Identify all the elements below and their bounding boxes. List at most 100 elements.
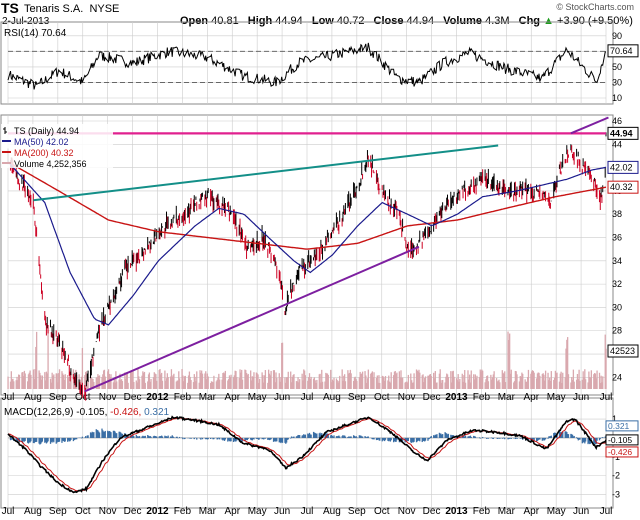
macd-histogram-bar (165, 436, 167, 438)
volume-bar (143, 371, 146, 389)
volume-bar (93, 381, 95, 389)
volume-bar (337, 382, 339, 389)
macd-histogram-bar (331, 435, 334, 438)
volume-bar (130, 370, 133, 389)
macd-histogram-bar (89, 432, 92, 438)
macd-histogram-bar (97, 430, 99, 438)
macd-histogram-bar (486, 437, 488, 439)
volume-bar (141, 375, 143, 389)
volume-bar (581, 379, 584, 389)
quote-value: 4.3M (485, 15, 513, 27)
volume-bar (96, 376, 98, 389)
volume-bar (70, 373, 72, 389)
volume-bar (446, 373, 448, 389)
macd-histogram-bar (470, 436, 472, 438)
volume-bar (407, 374, 410, 389)
volume-bar (504, 382, 507, 389)
volume-bar (440, 380, 442, 389)
macd-histogram-bar (587, 437, 589, 445)
macd-histogram-bar (18, 437, 21, 442)
x-tick-label: Sep (49, 506, 67, 517)
rsi-value-tag (607, 44, 639, 58)
x-tick-label: Aug (323, 506, 341, 517)
y-tick-label: 44 (612, 139, 622, 149)
volume-bar (169, 376, 172, 389)
macd-histogram-bar (92, 432, 94, 438)
volume-bar (518, 381, 521, 389)
volume-bar (107, 369, 110, 389)
macd-histogram-bar (301, 435, 303, 438)
quote-label: Chg (518, 15, 544, 27)
macd-histogram-bar (227, 437, 229, 442)
volume-bar (384, 380, 386, 389)
macd-histogram-bar (410, 437, 412, 443)
volume-bar (95, 377, 97, 389)
volume-bar (296, 381, 298, 389)
macd-histogram-bar (598, 437, 601, 441)
volume-bar (525, 381, 527, 389)
macd-histogram-bar (338, 435, 340, 438)
volume-bar (81, 348, 84, 389)
macd-histogram-bar (233, 437, 235, 441)
volume-bar (467, 370, 469, 389)
volume-bar (308, 373, 311, 389)
volume-bar (136, 382, 138, 389)
volume-bar (126, 372, 128, 389)
macd-histogram-bar (161, 436, 164, 438)
macd-histogram-bar (352, 435, 355, 438)
volume-bar (16, 376, 18, 389)
volume-bar (556, 372, 558, 389)
volume-bar (89, 374, 92, 389)
volume-bar (457, 374, 459, 389)
volume-bar (464, 382, 467, 389)
volume-bar (593, 373, 596, 389)
volume-bar (115, 371, 117, 389)
macd-histogram-bar (135, 434, 137, 438)
macd-histogram-bar (45, 437, 48, 444)
macd-histogram-bar (169, 436, 172, 438)
macd-histogram-bar (263, 437, 265, 440)
volume-bar (210, 382, 212, 389)
y-tick-label: 32 (612, 279, 622, 289)
macd-histogram-bar (284, 437, 286, 443)
volume-bar (152, 377, 155, 389)
volume-bar (98, 375, 101, 389)
volume-bar (210, 381, 213, 389)
volume-bar (495, 378, 498, 389)
volume-bar (109, 377, 111, 389)
volume-bar (571, 380, 574, 389)
volume-bar (86, 381, 88, 389)
change-arrow-icon: ▲ (543, 15, 554, 27)
x-tick-label: 2012 (146, 506, 169, 517)
macd-histogram-bar (596, 437, 598, 441)
macd-histogram-bar (11, 437, 13, 440)
volume-bar (516, 374, 518, 389)
volume-bar (587, 382, 589, 389)
volume-bar (400, 370, 402, 389)
macd-histogram-bar (514, 437, 517, 440)
macd-histogram-bar (143, 436, 145, 438)
macd-histogram-bar (132, 435, 134, 438)
volume-bar (436, 382, 438, 389)
volume-bar (10, 371, 12, 389)
macd-histogram-bar (538, 437, 540, 440)
macd-histogram-bar (332, 436, 334, 438)
quote-value: +3.90 (+9.50%) (557, 15, 633, 27)
volume-bar (435, 382, 437, 389)
x-tick-label: May (547, 506, 566, 517)
macd-histogram-bar (190, 437, 192, 439)
volume-bar (244, 369, 246, 389)
macd-histogram-bar (287, 437, 289, 440)
macd-histogram-bar (23, 437, 26, 442)
volume-bar (262, 375, 264, 389)
volume-bar (201, 373, 204, 389)
volume-bar (589, 377, 591, 389)
volume-bar (527, 369, 530, 389)
volume-bar (44, 372, 46, 389)
macd-histogram-bar (377, 437, 379, 440)
volume-bar (308, 377, 310, 389)
x-tick-label: Dec (124, 392, 142, 403)
quote-label: Volume (443, 15, 486, 27)
volume-bar (478, 377, 481, 389)
